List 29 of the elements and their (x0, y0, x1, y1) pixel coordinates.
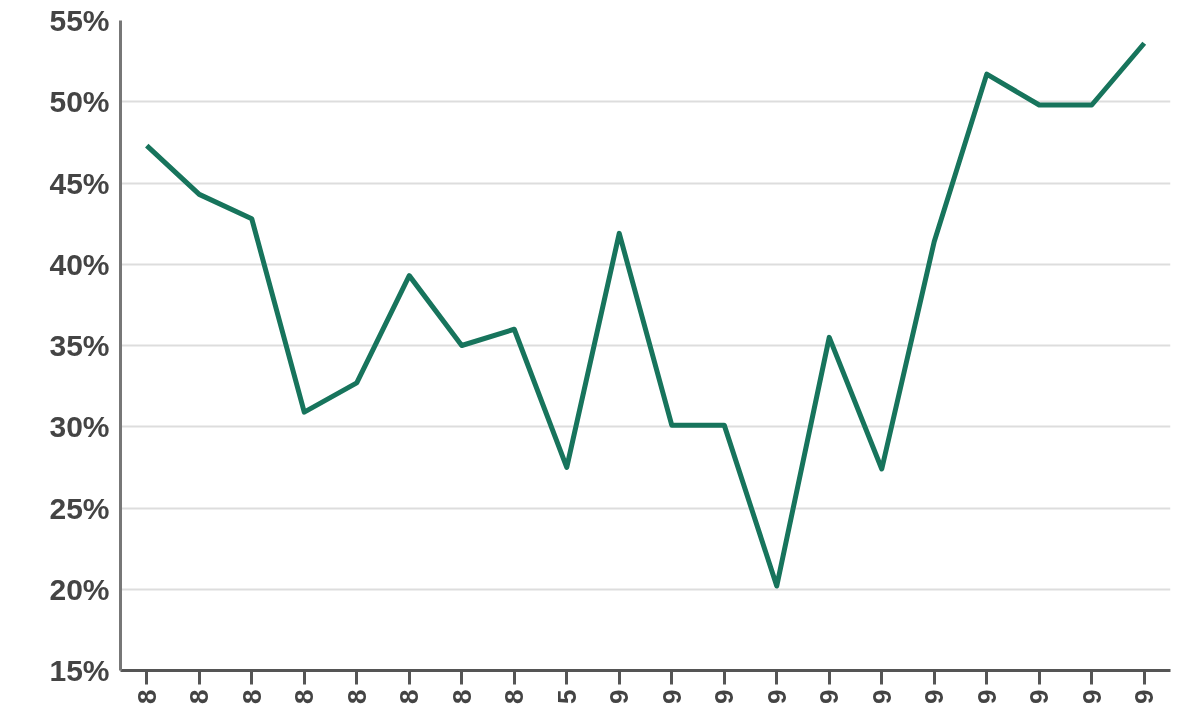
x-tick-label: 8 (289, 689, 320, 704)
x-tick-label: 8 (499, 689, 530, 704)
x-tick-label: 8 (446, 689, 477, 704)
x-tick-label: 9 (971, 689, 1002, 704)
x-tick-label: 9 (1129, 689, 1160, 704)
x-tick-label: 8 (184, 689, 215, 704)
x-tick-label: 9 (709, 689, 740, 704)
y-tick-label: 20% (49, 572, 110, 606)
x-tick-label: 9 (814, 689, 845, 704)
y-tick-label: 30% (49, 410, 110, 444)
x-tick-label: 9 (919, 689, 950, 704)
x-tick-label: 5 (551, 689, 582, 704)
x-tick-label: 8 (236, 689, 267, 704)
y-tick-label: 25% (49, 491, 110, 525)
x-tick-label: 8 (394, 689, 425, 704)
x-tick-label: 9 (1024, 689, 1055, 704)
y-tick-label: 15% (49, 654, 110, 687)
x-tick-label: 9 (656, 689, 687, 704)
y-tick-label: 45% (49, 166, 110, 200)
y-tick-label: 50% (49, 85, 110, 119)
x-tick-label: 8 (341, 689, 372, 704)
y-tick-label: 40% (49, 247, 110, 281)
x-tick-label: 9 (866, 689, 897, 704)
x-tick-label: 9 (761, 689, 792, 704)
y-tick-label: 35% (49, 329, 110, 362)
x-tick-label: 9 (604, 689, 635, 704)
y-tick-label: 55% (49, 4, 110, 37)
x-tick-label: 9 (1076, 689, 1107, 704)
x-tick-label: 8 (131, 689, 162, 704)
